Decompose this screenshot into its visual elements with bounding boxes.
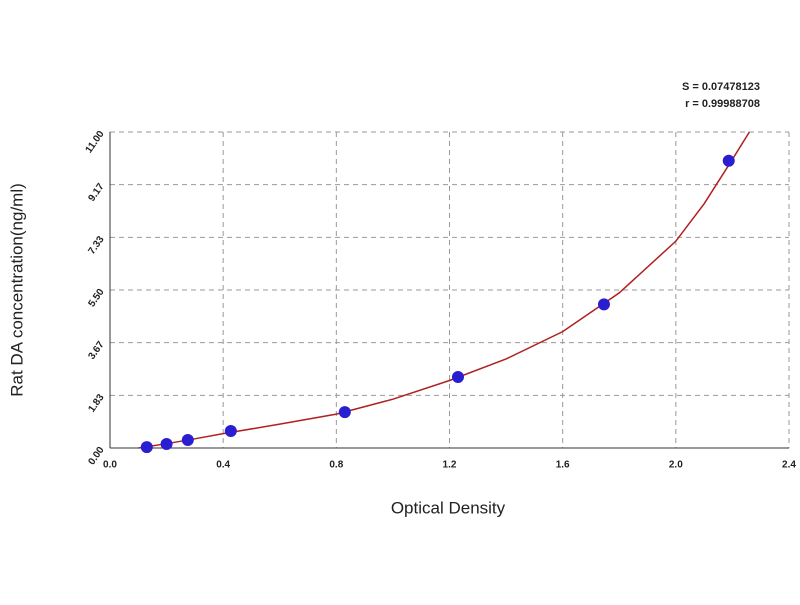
- x-tick-label: 1.2: [443, 460, 457, 471]
- data-point: [160, 437, 173, 450]
- y-axis-title: Rat DA concentration(ng/ml): [7, 183, 26, 397]
- data-point: [140, 441, 153, 454]
- y-tick-label: 3.67: [86, 339, 106, 362]
- x-axis-title: Optical Density: [391, 498, 506, 517]
- data-point: [597, 298, 610, 311]
- y-tick-label: 7.33: [86, 234, 106, 257]
- x-tick-label: 0.4: [216, 460, 230, 471]
- y-tick-label: 5.50: [86, 287, 106, 310]
- annotation: S = 0.07478123: [682, 81, 760, 93]
- data-point: [338, 406, 351, 419]
- x-tick-label: 0.8: [329, 460, 343, 471]
- data-point: [224, 425, 237, 438]
- y-tick-label: 11.00: [84, 129, 107, 156]
- x-tick-label: 2.0: [669, 460, 683, 471]
- annotation: r = 0.99988708: [685, 98, 760, 110]
- y-tick-label: 1.83: [86, 392, 106, 415]
- x-tick-label: 1.6: [556, 460, 570, 471]
- x-tick-label: 2.4: [782, 460, 796, 471]
- data-point: [451, 371, 464, 384]
- y-tick-label: 9.17: [86, 181, 106, 204]
- data-point: [181, 433, 194, 446]
- x-tick-label: 0.0: [103, 460, 117, 471]
- data-point: [722, 154, 735, 167]
- fit-curve: [138, 131, 751, 449]
